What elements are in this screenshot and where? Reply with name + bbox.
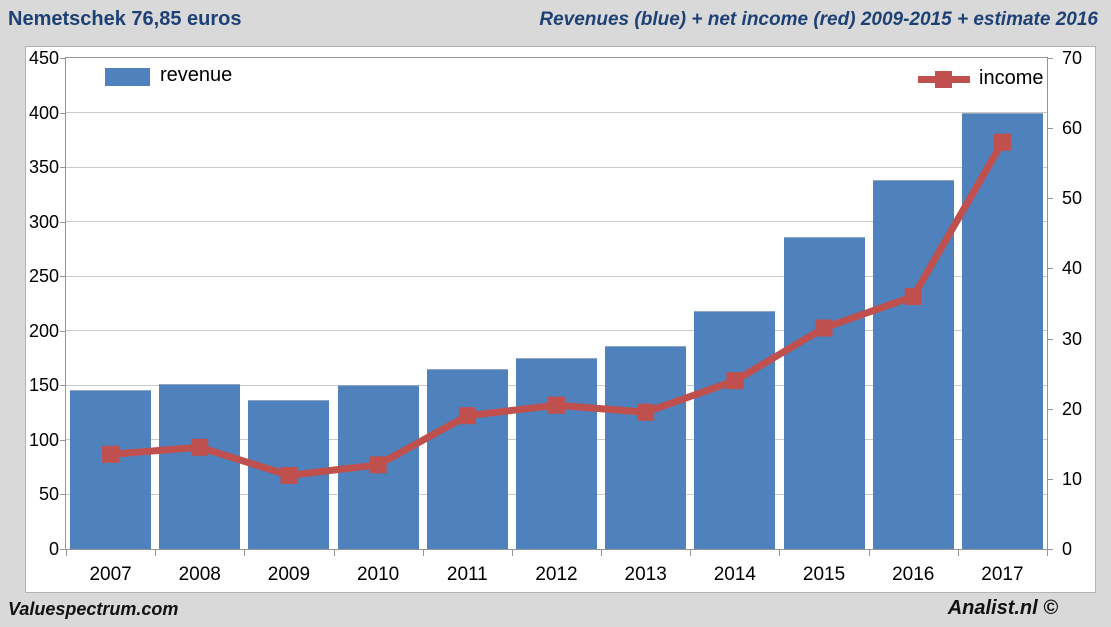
x-tick (422, 550, 424, 556)
x-tick (244, 550, 246, 556)
y-label-left-450: 450 (28, 48, 59, 68)
y-label-left-100: 100 (28, 429, 59, 450)
income-marker-2011 (458, 407, 476, 425)
y-tick-left (60, 276, 66, 278)
y-label-right-10: 10 (1062, 468, 1083, 489)
y-tick-right (1047, 408, 1053, 410)
chart: 0 50 100 150 200 250 300 350 400 450 0 10 20 30 40 50 60… (25, 46, 1096, 593)
y-label-left-0: 0 (48, 539, 59, 559)
y-tick-left (60, 439, 66, 441)
gridline-300 (66, 221, 1047, 223)
y-tick-right (1047, 198, 1053, 200)
y-tick-right (1047, 58, 1053, 59)
income-marker-2015 (815, 319, 833, 337)
bar-2013 (605, 346, 687, 549)
income-marker-2016 (904, 288, 922, 305)
revenue-swatch-icon (105, 68, 150, 86)
y-label-left-50: 50 (38, 484, 59, 505)
y-tick-left (60, 549, 66, 550)
gridline-200 (66, 330, 1047, 332)
income-marker-2014 (726, 372, 744, 390)
income-marker-2009 (280, 466, 298, 484)
x-tick (779, 550, 781, 556)
bar-2011 (426, 368, 508, 549)
income-marker-2010 (369, 456, 387, 474)
x-label-2011: 2011 (446, 564, 488, 585)
bar-2012 (516, 358, 597, 549)
x-label-2009: 2009 (267, 564, 311, 585)
chart-title-left: Nemetschek 76,85 euros (8, 8, 242, 30)
y-label-right-60: 60 (1062, 118, 1083, 139)
income-marker-2013 (637, 403, 655, 421)
income-marker-icon (935, 71, 952, 88)
plot-area (66, 58, 1047, 549)
income-series-line (102, 133, 1011, 484)
x-tick (66, 550, 67, 556)
y-label-right-70: 70 (1062, 48, 1083, 68)
income-marker-2007 (102, 445, 120, 463)
chart-title-right: Revenues (blue) + net income (red) 2009-… (539, 9, 1098, 30)
y-label-left-150: 150 (28, 375, 59, 396)
y-label-left-350: 350 (28, 157, 59, 178)
y-tick-left (60, 385, 66, 387)
legend-revenue-label: revenue (160, 64, 233, 86)
x-tick (601, 550, 603, 556)
x-tick (957, 550, 959, 556)
y-label-left-400: 400 (28, 102, 59, 123)
y-label-left-200: 200 (28, 320, 59, 341)
bar-2015 (783, 236, 865, 549)
y-label-left-250: 250 (28, 266, 59, 287)
y-label-right-40: 40 (1062, 258, 1083, 279)
y-label-right-50: 50 (1062, 188, 1083, 209)
x-tick (511, 550, 513, 556)
y-label-right-30: 30 (1062, 328, 1083, 349)
income-marker-2012 (548, 396, 565, 414)
income-marker-2008 (191, 438, 209, 456)
x-label-2016: 2016 (892, 564, 935, 585)
bar-2007 (70, 389, 152, 549)
y-tick-left (60, 112, 66, 114)
x-tick (155, 550, 157, 556)
y-tick-left (60, 221, 66, 223)
x-label-2012: 2012 (535, 564, 578, 585)
x-label-2014: 2014 (713, 564, 756, 585)
x-label-2008: 2008 (178, 564, 221, 585)
y-tick-right (1047, 128, 1053, 130)
bar-2008 (159, 384, 241, 549)
x-label-2013: 2013 (624, 564, 667, 585)
x-label-2010: 2010 (356, 564, 400, 585)
bar-2016 (872, 180, 954, 549)
y-tick-left (60, 58, 66, 59)
y-tick-right (1047, 338, 1053, 340)
x-label-2007: 2007 (89, 564, 132, 585)
legend-income-label: income (979, 67, 1044, 89)
footer-analist: Analist.nl © (947, 597, 1058, 619)
x-label-2015: 2015 (802, 564, 846, 585)
y-tick-right (1047, 549, 1053, 550)
y-tick-left (60, 167, 66, 169)
x-tick (690, 550, 692, 556)
x-tick (868, 550, 870, 556)
y-label-left-300: 300 (28, 211, 59, 232)
x-label-2017: 2017 (981, 564, 1024, 585)
y-tick-right (1047, 268, 1053, 270)
x-tick (333, 550, 335, 556)
gridline-400 (66, 112, 1047, 114)
y-tick-left (60, 494, 66, 496)
income-marker-2017 (993, 133, 1011, 151)
footer-valuespectrum: Valuespectrum.com (8, 599, 179, 619)
y-tick-left (60, 330, 66, 332)
y-label-right-20: 20 (1062, 398, 1083, 419)
gridline-350 (66, 166, 1047, 168)
y-tick-right (1047, 478, 1053, 480)
x-tick (1047, 550, 1048, 556)
y-label-right-0: 0 (1062, 539, 1073, 559)
gridline-250 (66, 275, 1047, 277)
bar-2014 (694, 311, 776, 549)
